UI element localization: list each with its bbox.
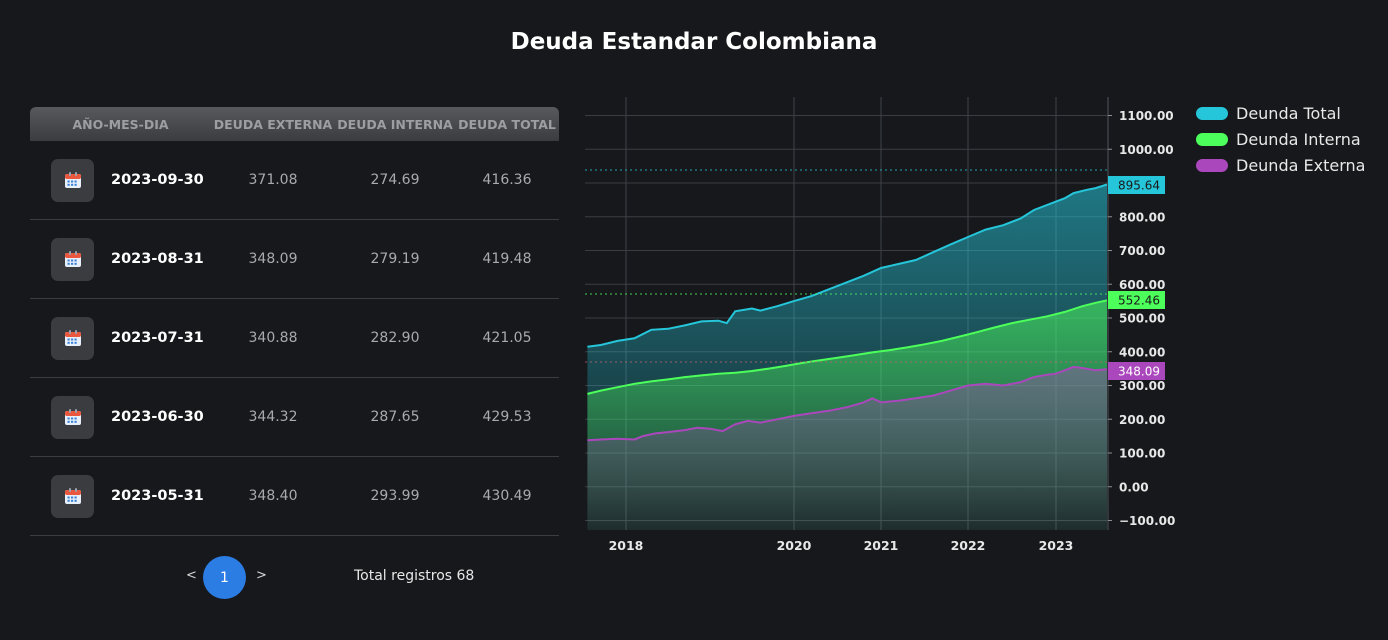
series-line xyxy=(587,365,1108,442)
calendar-icon xyxy=(51,158,94,202)
row-total-debt: 429.53 xyxy=(482,409,532,425)
row-internal-debt: 293.99 xyxy=(370,488,420,504)
y-tick-label: 300.00 xyxy=(1119,379,1165,393)
page-title: Deuda Estandar Colombiana xyxy=(510,29,878,55)
table-header: AÑO-MES-DIA DEUDA EXTERNA DEUDA INTERNA … xyxy=(30,107,559,141)
y-tick-label: 1000.00 xyxy=(1119,143,1174,157)
y-tick-label: 600.00 xyxy=(1119,278,1165,292)
table-row[interactable]: 2023-08-31 348.09 279.19 419.48 xyxy=(30,220,559,299)
series-area xyxy=(587,366,1107,530)
page-1-button[interactable]: 1 xyxy=(203,556,246,599)
x-tick-label: 2018 xyxy=(609,538,644,553)
last-value-badge xyxy=(1108,176,1165,194)
pagination: < 1 > Total registros 68 xyxy=(0,556,559,599)
y-tick-label: −100.00 xyxy=(1119,514,1175,528)
y-tick-label: 100.00 xyxy=(1119,447,1165,461)
x-tick-label: 2021 xyxy=(864,538,899,553)
row-external-debt: 340.88 xyxy=(248,330,298,346)
row-date: 2023-06-30 xyxy=(111,409,204,425)
table-row[interactable]: 2023-06-30 344.32 287.65 429.53 xyxy=(30,378,559,457)
table-row[interactable]: 2023-09-30 371.08 274.69 416.36 xyxy=(30,141,559,220)
header-total-debt[interactable]: DEUDA TOTAL xyxy=(458,116,556,132)
x-tick-label: 2020 xyxy=(777,538,812,553)
row-external-debt: 348.09 xyxy=(248,251,298,267)
legend-item[interactable]: Deunda Interna xyxy=(1196,126,1365,152)
chart-legend: Deunda Total Deunda Interna Deunda Externa xyxy=(1196,100,1365,178)
calendar-icon xyxy=(51,237,94,281)
header-internal-debt[interactable]: DEUDA INTERNA xyxy=(337,116,453,132)
total-records: Total registros 68 xyxy=(354,568,475,584)
table-row[interactable]: 2023-05-31 348.40 293.99 430.49 xyxy=(30,457,559,536)
row-external-debt: 348.40 xyxy=(248,488,298,504)
calendar-icon xyxy=(51,474,94,518)
legend-label: Deunda Total xyxy=(1236,103,1341,123)
row-date: 2023-07-31 xyxy=(111,330,204,346)
last-value-label: 348.09 xyxy=(1118,365,1160,379)
row-internal-debt: 274.69 xyxy=(370,172,420,188)
y-tick-label: 700.00 xyxy=(1119,244,1165,258)
row-internal-debt: 279.19 xyxy=(370,251,420,267)
legend-item[interactable]: Deunda Total xyxy=(1196,100,1365,126)
row-date: 2023-09-30 xyxy=(111,172,204,188)
calendar-icon xyxy=(51,316,94,360)
date-cell: 2023-09-30 xyxy=(30,158,211,202)
date-cell: 2023-06-30 xyxy=(30,395,211,439)
table-row[interactable]: 2023-07-31 340.88 282.90 421.05 xyxy=(30,299,559,378)
y-tick-label: 800.00 xyxy=(1119,210,1165,224)
legend-label: Deunda Interna xyxy=(1236,129,1361,149)
y-tick-label: 1100.00 xyxy=(1119,109,1174,123)
y-tick-label: 200.00 xyxy=(1119,413,1165,427)
last-value-label: 895.64 xyxy=(1118,179,1160,193)
calendar-icon xyxy=(51,395,94,439)
legend-swatch xyxy=(1196,132,1228,146)
row-internal-debt: 287.65 xyxy=(370,409,420,425)
y-tick-label: 400.00 xyxy=(1119,345,1165,359)
row-external-debt: 344.32 xyxy=(248,409,298,425)
row-date: 2023-05-31 xyxy=(111,488,204,504)
y-tick-label: 0.00 xyxy=(1119,480,1149,494)
header-external-debt[interactable]: DEUDA EXTERNA xyxy=(213,116,333,132)
series-line xyxy=(587,183,1108,348)
y-tick-label: 500.00 xyxy=(1119,312,1165,326)
row-total-debt: 430.49 xyxy=(482,488,532,504)
date-cell: 2023-07-31 xyxy=(30,316,211,360)
x-tick-label: 2022 xyxy=(951,538,986,553)
legend-swatch xyxy=(1196,106,1228,120)
row-date: 2023-08-31 xyxy=(111,251,204,267)
row-total-debt: 421.05 xyxy=(482,330,532,346)
legend-item[interactable]: Deunda Externa xyxy=(1196,152,1365,178)
header-date[interactable]: AÑO-MES-DIA xyxy=(72,116,169,132)
prev-page-button[interactable]: < xyxy=(186,568,197,583)
legend-label: Deunda Externa xyxy=(1236,155,1366,175)
next-page-button[interactable]: > xyxy=(256,568,267,583)
legend-swatch xyxy=(1196,158,1228,172)
last-value-label: 552.46 xyxy=(1118,294,1160,308)
date-cell: 2023-08-31 xyxy=(30,237,211,281)
table-body: 2023-09-30 371.08 274.69 416.36 2023-08-31 34… xyxy=(30,141,559,536)
debt-table: AÑO-MES-DIA DEUDA EXTERNA DEUDA INTERNA … xyxy=(30,107,559,536)
row-total-debt: 416.36 xyxy=(482,172,532,188)
row-internal-debt: 282.90 xyxy=(370,330,420,346)
series-line xyxy=(587,299,1108,395)
x-tick-label: 2023 xyxy=(1039,538,1074,553)
last-value-badge xyxy=(1108,291,1165,309)
row-external-debt: 371.08 xyxy=(248,172,298,188)
row-total-debt: 419.48 xyxy=(482,251,532,267)
last-value-badge xyxy=(1108,362,1165,380)
date-cell: 2023-05-31 xyxy=(30,474,211,518)
